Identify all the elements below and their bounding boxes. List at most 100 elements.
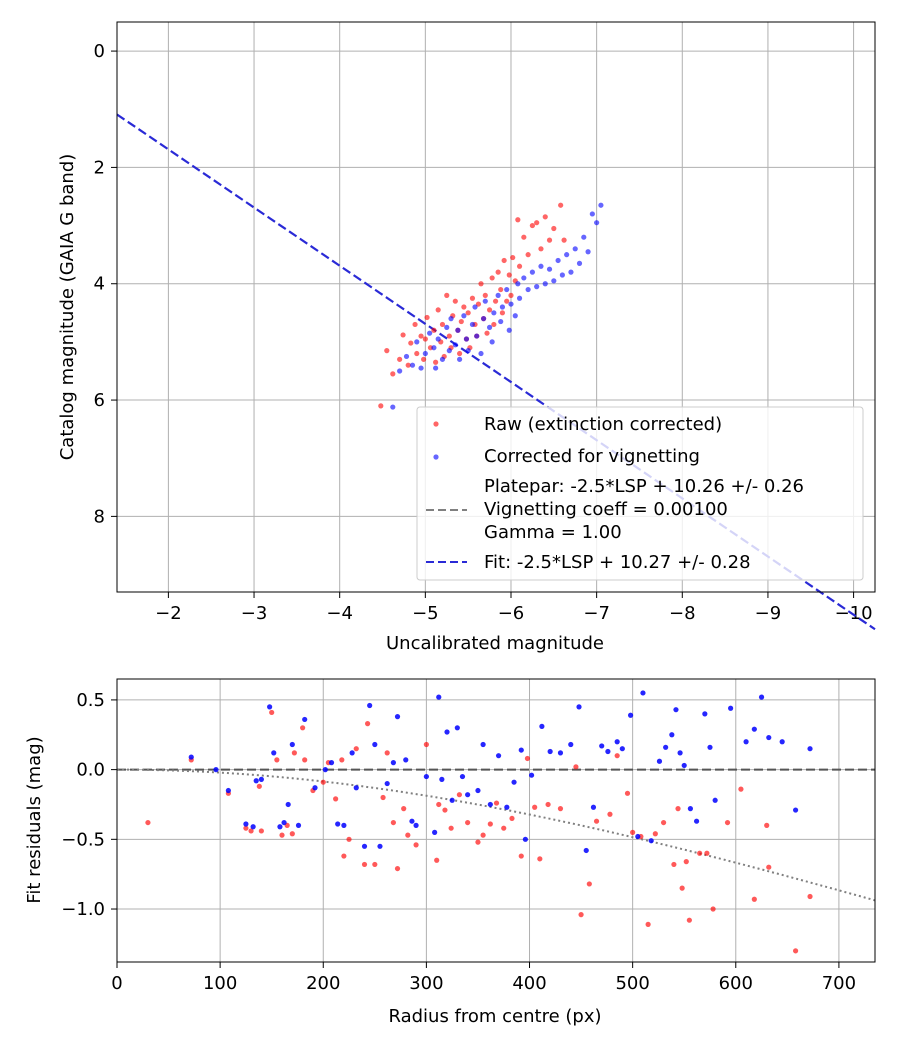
legend-raw-marker [433, 421, 439, 427]
residual-corrected-point [766, 734, 772, 741]
legend-platepar-line2: Vignetting coeff = 0.00100 [484, 499, 728, 520]
residual-corrected-point [583, 847, 589, 854]
top-y-tick-label: 8 [94, 506, 105, 527]
residual-raw-point [545, 801, 551, 808]
residual-corrected-point [289, 741, 295, 748]
bottom-axes-frame [116, 678, 876, 963]
corrected-point [504, 286, 510, 293]
raw-point [516, 263, 523, 269]
residual-raw-point [630, 829, 636, 835]
corrected-point [431, 345, 437, 351]
legend-corrected-label: Corrected for vignetting [484, 446, 700, 467]
corrected-point [414, 339, 420, 345]
raw-point [508, 292, 514, 298]
residual-corrected-point [681, 762, 687, 769]
residual-raw-point [289, 831, 295, 837]
residual-corrected-point [687, 806, 693, 812]
residual-raw-point [346, 836, 352, 842]
bottom-x-tick-label: 300 [409, 973, 443, 994]
residual-raw-point [300, 725, 306, 731]
corrected-point [403, 353, 410, 360]
raw-point [529, 222, 536, 229]
corrected-point [585, 249, 591, 255]
raw-point [504, 298, 510, 304]
top-x-tick-label: −6 [498, 603, 525, 624]
residual-raw-point [764, 822, 770, 828]
residual-raw-point [675, 806, 681, 812]
corrected-point [534, 284, 540, 290]
residual-corrected-point [511, 779, 517, 785]
residual-corrected-point [522, 836, 528, 842]
residual-corrected-point [341, 822, 347, 828]
residual-corrected-point [409, 818, 415, 824]
residual-corrected-point [444, 729, 450, 735]
corrected-point [478, 350, 484, 357]
bottom-x-tick-label: 500 [615, 973, 649, 994]
corrected-point [469, 321, 476, 328]
raw-point [435, 307, 441, 313]
residual-corrected-point [413, 822, 419, 828]
legend: Raw (extinction corrected) Corrected for… [416, 406, 864, 581]
residual-corrected-point [702, 711, 708, 717]
bottom-xlabel: Radius from centre (px) [388, 1006, 601, 1027]
raw-point [492, 298, 499, 304]
corrected-point [516, 295, 523, 301]
top-ylabel: Catalog magnitude (GAIA G band) [57, 154, 78, 461]
raw-point [456, 350, 463, 357]
raw-point [433, 359, 439, 365]
residual-corrected-point [213, 767, 219, 773]
corrected-point [446, 348, 452, 354]
residual-raw-point [434, 857, 440, 863]
residual-raw-point [509, 815, 515, 822]
residual-raw-point [586, 881, 592, 887]
residual-corrected-point [384, 780, 390, 787]
bottom-x-tick-label: 100 [203, 973, 237, 994]
raw-point [444, 292, 450, 298]
residual-corrected-point [568, 741, 574, 748]
residual-raw-point [339, 757, 345, 763]
corrected-point [461, 313, 467, 319]
bottom-corrected-points [188, 690, 813, 854]
residual-corrected-point [480, 741, 486, 748]
bottom-panel: 0 100 200 300 400 500 600 700 0.5 0.0 −0.5 −1.0 Rad… [24, 678, 876, 1027]
top-x-tick-label: −2 [155, 603, 182, 624]
corrected-point [448, 316, 454, 322]
legend-corrected-marker [433, 454, 439, 460]
residual-corrected-point [432, 829, 438, 835]
legend-box [416, 406, 864, 581]
residual-corrected-point [758, 694, 765, 700]
corrected-point [463, 336, 470, 342]
residual-raw-point [365, 721, 371, 727]
top-x-tick-label: −5 [412, 603, 439, 624]
raw-point [542, 214, 548, 220]
raw-point [546, 237, 553, 243]
corrected-point [555, 257, 561, 264]
residual-corrected-point [295, 822, 302, 828]
raw-point [525, 252, 531, 258]
residual-corrected-point [423, 773, 429, 780]
residual-raw-point [645, 921, 651, 927]
residual-corrected-point [390, 760, 396, 766]
raw-point [495, 269, 501, 275]
residual-raw-point [614, 753, 620, 759]
top-axes-frame [116, 21, 876, 593]
residual-raw-point [361, 861, 368, 868]
raw-point [418, 333, 424, 339]
corrected-point [390, 404, 396, 410]
residual-raw-point [751, 896, 757, 902]
residual-corrected-point [367, 702, 373, 709]
raw-point [558, 202, 564, 208]
residual-corrected-point [243, 821, 249, 827]
bottom-ticks: 0 100 200 300 400 500 600 700 0.5 0.0 −0.5 −1.0 [61, 690, 856, 994]
residual-raw-point [724, 819, 731, 826]
residual-corrected-point [673, 707, 679, 713]
residual-raw-point [607, 811, 613, 817]
corrected-point [521, 275, 527, 281]
residual-raw-point [353, 746, 359, 752]
corrected-point [538, 263, 544, 269]
corrected-point [589, 211, 595, 217]
residual-corrected-point [258, 776, 264, 782]
legend-raw-label: Raw (extinction corrected) [484, 414, 722, 435]
corrected-point [564, 252, 570, 258]
